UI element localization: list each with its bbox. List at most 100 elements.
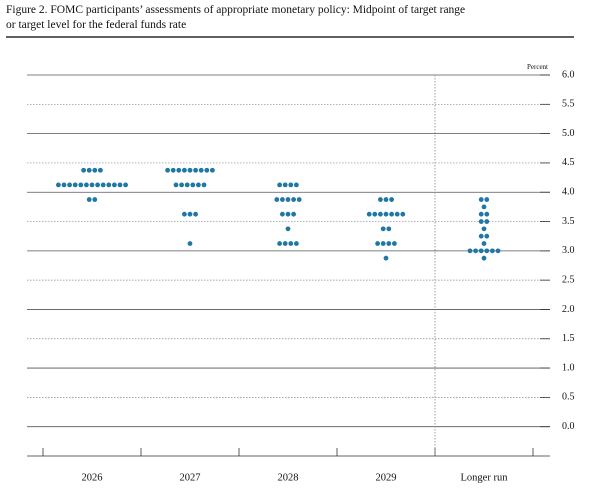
dot bbox=[484, 211, 490, 217]
dot bbox=[372, 211, 378, 217]
dot bbox=[100, 182, 106, 188]
dot bbox=[95, 182, 100, 188]
dot bbox=[112, 182, 117, 188]
dot bbox=[378, 211, 383, 217]
dot bbox=[187, 211, 193, 217]
dot bbox=[204, 167, 210, 173]
dot bbox=[117, 182, 123, 188]
dot bbox=[285, 197, 291, 202]
dot bbox=[386, 241, 392, 246]
dot bbox=[484, 233, 490, 239]
dot bbox=[394, 211, 400, 217]
dot bbox=[478, 211, 484, 217]
dot bbox=[274, 197, 280, 202]
dot bbox=[89, 182, 95, 188]
dot bbox=[280, 197, 285, 202]
dot bbox=[473, 248, 478, 254]
dot bbox=[285, 211, 291, 217]
dot bbox=[481, 226, 487, 232]
dot bbox=[378, 197, 383, 202]
dot bbox=[277, 241, 282, 246]
y-tick-label: 4.0 bbox=[562, 187, 575, 198]
dot bbox=[61, 182, 67, 188]
dot bbox=[193, 211, 199, 217]
dot bbox=[123, 182, 128, 188]
dot bbox=[291, 211, 296, 217]
dot bbox=[478, 233, 484, 239]
y-tick-label: 1.5 bbox=[562, 333, 575, 344]
dot bbox=[383, 255, 389, 261]
dot bbox=[285, 226, 291, 232]
dot bbox=[383, 211, 389, 217]
dot bbox=[86, 167, 92, 173]
dot bbox=[282, 241, 288, 246]
dot bbox=[484, 219, 490, 224]
dot bbox=[467, 248, 473, 254]
dot bbox=[495, 248, 501, 254]
dot bbox=[392, 241, 397, 246]
dot bbox=[294, 241, 299, 246]
dot bbox=[478, 219, 484, 224]
dot bbox=[478, 197, 484, 202]
dot bbox=[196, 182, 201, 188]
x-tick-label: 2028 bbox=[278, 472, 299, 483]
dot bbox=[182, 167, 187, 173]
dot bbox=[490, 248, 495, 254]
dot bbox=[98, 167, 103, 173]
y-tick-label: 3.0 bbox=[562, 245, 575, 256]
dot bbox=[56, 182, 61, 188]
dot bbox=[173, 182, 179, 188]
dot bbox=[380, 226, 386, 232]
dot bbox=[210, 167, 215, 173]
dot bbox=[187, 241, 193, 246]
dot bbox=[296, 197, 302, 202]
y-tick-label: 3.5 bbox=[562, 216, 575, 227]
y-tick-label: 0.0 bbox=[562, 421, 575, 432]
dot bbox=[288, 241, 294, 246]
dot bbox=[294, 182, 299, 188]
dot bbox=[383, 197, 389, 202]
dot bbox=[193, 167, 199, 173]
dot bbox=[366, 211, 372, 217]
y-tick-label: 5.5 bbox=[562, 99, 575, 110]
axis-label: Percent bbox=[527, 63, 548, 71]
dot bbox=[481, 204, 487, 210]
y-tick-label: 2.0 bbox=[562, 304, 575, 315]
dot bbox=[484, 248, 490, 254]
dot bbox=[106, 182, 112, 188]
dot bbox=[67, 182, 72, 188]
dot bbox=[198, 167, 204, 173]
x-tick-label: 2026 bbox=[82, 472, 103, 483]
x-tick-label: 2029 bbox=[376, 472, 397, 483]
dot bbox=[182, 211, 187, 217]
dot bbox=[92, 167, 98, 173]
dot bbox=[72, 182, 78, 188]
y-tick-label: 5.0 bbox=[562, 128, 575, 139]
dot bbox=[280, 211, 285, 217]
dot bbox=[187, 167, 193, 173]
dot bbox=[400, 211, 406, 217]
y-tick-label: 6.0 bbox=[562, 69, 575, 80]
dot bbox=[478, 248, 484, 254]
dot bbox=[481, 241, 487, 246]
dot bbox=[282, 182, 288, 188]
dot bbox=[386, 226, 392, 232]
dot bbox=[288, 182, 294, 188]
dot bbox=[389, 211, 394, 217]
dot bbox=[176, 167, 182, 173]
dot bbox=[86, 197, 92, 202]
chart-title: or target level for the federal funds ra… bbox=[6, 19, 186, 31]
dot bbox=[165, 167, 171, 173]
y-tick-label: 1.0 bbox=[562, 362, 575, 373]
dot bbox=[277, 182, 282, 188]
dot bbox=[389, 197, 394, 202]
dot bbox=[184, 182, 190, 188]
dot bbox=[484, 197, 490, 202]
dot bbox=[190, 182, 196, 188]
dot bbox=[170, 167, 176, 173]
dot bbox=[81, 167, 86, 173]
dot bbox=[179, 182, 185, 188]
dot bbox=[380, 241, 386, 246]
chart-title: Figure 2. FOMC participants’ assessments… bbox=[6, 4, 465, 16]
